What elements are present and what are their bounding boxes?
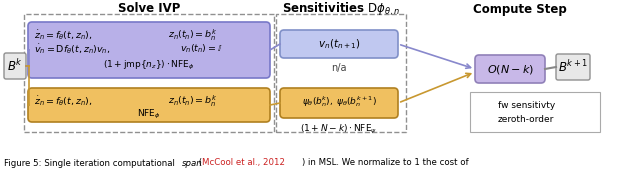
FancyBboxPatch shape bbox=[4, 53, 26, 79]
Text: Sensitivities $\mathrm{D}\phi_{\theta,n}$: Sensitivities $\mathrm{D}\phi_{\theta,n}… bbox=[282, 0, 400, 18]
Text: $B^{k+1}$: $B^{k+1}$ bbox=[558, 59, 588, 75]
Bar bbox=[470, 92, 600, 132]
Text: Compute Step: Compute Step bbox=[473, 2, 567, 15]
Text: fw sensitivty: fw sensitivty bbox=[498, 101, 556, 109]
FancyBboxPatch shape bbox=[475, 55, 545, 83]
Text: $(1 + N - k)\cdot\mathrm{NFE}_\psi$: $(1 + N - k)\cdot\mathrm{NFE}_\psi$ bbox=[300, 122, 378, 136]
Text: $v_n(t_n)=\mathbb{I}$: $v_n(t_n)=\mathbb{I}$ bbox=[180, 43, 223, 55]
Text: $(1 + \mathrm{jmp}\{n_z\})\cdot\mathrm{NFE}_\phi$: $(1 + \mathrm{jmp}\{n_z\})\cdot\mathrm{N… bbox=[103, 58, 195, 72]
Text: n/a: n/a bbox=[332, 63, 347, 73]
Text: $\dot{z}_n = f_\theta(t, z_n),$: $\dot{z}_n = f_\theta(t, z_n),$ bbox=[34, 94, 92, 108]
Text: $B^k$: $B^k$ bbox=[7, 58, 23, 74]
FancyBboxPatch shape bbox=[280, 30, 398, 58]
Text: span: span bbox=[182, 158, 203, 167]
Bar bbox=[276, 14, 406, 132]
Text: $\dot{v}_n = \mathrm{D}f_\theta(t, z_n)v_n,$: $\dot{v}_n = \mathrm{D}f_\theta(t, z_n)v… bbox=[34, 42, 111, 56]
Text: (: ( bbox=[196, 158, 202, 167]
Bar bbox=[24, 14, 274, 132]
Text: ) in MSL. We normalize to 1 the cost of: ) in MSL. We normalize to 1 the cost of bbox=[302, 158, 468, 167]
FancyBboxPatch shape bbox=[28, 22, 270, 78]
FancyBboxPatch shape bbox=[556, 54, 590, 80]
Text: Solve IVP: Solve IVP bbox=[118, 2, 180, 15]
FancyBboxPatch shape bbox=[280, 88, 398, 118]
Text: $\psi_\theta(b_n^k),\;\psi_\theta(b_n^{k+1})$: $\psi_\theta(b_n^k),\;\psi_\theta(b_n^{k… bbox=[301, 95, 376, 109]
Text: $O(N-k)$: $O(N-k)$ bbox=[486, 62, 534, 75]
FancyBboxPatch shape bbox=[28, 88, 270, 122]
Text: $z_n(t_n)=b_n^k$: $z_n(t_n)=b_n^k$ bbox=[168, 93, 218, 109]
Text: $\mathrm{NFE}_\phi$: $\mathrm{NFE}_\phi$ bbox=[137, 108, 161, 121]
Text: $v_n(t_{n+1})$: $v_n(t_{n+1})$ bbox=[317, 37, 360, 51]
Text: zeroth-order: zeroth-order bbox=[498, 114, 554, 124]
Text: McCool et al., 2012: McCool et al., 2012 bbox=[202, 158, 285, 167]
Text: Figure 5: Single iteration computational: Figure 5: Single iteration computational bbox=[4, 158, 178, 167]
Text: $\dot{z}_n = f_\theta(t, z_n),$: $\dot{z}_n = f_\theta(t, z_n),$ bbox=[34, 28, 92, 42]
Text: $z_n(t_n)=b_n^k$: $z_n(t_n)=b_n^k$ bbox=[168, 27, 218, 43]
